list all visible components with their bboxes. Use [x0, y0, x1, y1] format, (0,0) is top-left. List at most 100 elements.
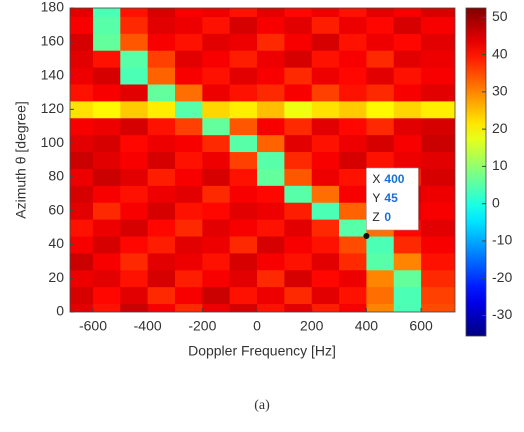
heat-cell — [147, 84, 176, 102]
heat-cell — [284, 185, 313, 203]
heat-cell — [339, 236, 367, 254]
heat-cell — [92, 100, 121, 119]
heat-cell — [311, 33, 340, 51]
heat-cell — [202, 151, 231, 169]
heat-cell — [421, 269, 455, 288]
heat-cell — [421, 84, 455, 102]
heat-cell — [311, 50, 340, 68]
heat-cell — [147, 236, 176, 254]
heat-cell — [92, 8, 121, 17]
heat-cell — [311, 286, 340, 305]
heat-cell — [175, 67, 203, 85]
heat-cell — [147, 33, 176, 51]
heat-cell — [202, 202, 231, 220]
heat-cell — [120, 303, 149, 312]
heat-cell — [120, 117, 149, 136]
heat-cell — [202, 134, 231, 153]
heat-cell — [175, 84, 203, 102]
heat-cell — [70, 219, 94, 237]
heat-cell — [70, 50, 94, 68]
heat-cell — [92, 50, 121, 68]
heat-cell — [175, 117, 203, 136]
heat-cell — [175, 151, 203, 169]
heat-cell — [339, 219, 367, 237]
x-tick-label: 600 — [409, 318, 433, 334]
heat-cell — [120, 286, 149, 305]
heat-cell — [339, 100, 367, 119]
heat-cell — [70, 286, 94, 305]
heat-cell — [257, 303, 285, 312]
heat-cell — [421, 303, 455, 312]
heat-cell — [284, 67, 313, 85]
x-tick-label: -600 — [79, 318, 107, 334]
heat-cell — [339, 303, 367, 312]
heat-cell — [120, 67, 149, 85]
datatip-value: 400 — [384, 172, 404, 186]
heat-cell — [366, 151, 395, 169]
heat-cell — [257, 8, 285, 17]
heat-cell — [120, 219, 149, 237]
heat-cell — [202, 67, 231, 85]
heat-cell — [175, 100, 203, 119]
heat-cell — [229, 202, 258, 220]
heat-cell — [229, 252, 258, 271]
heat-cell — [120, 151, 149, 169]
heat-cell — [202, 185, 231, 203]
heat-cell — [147, 202, 176, 220]
heat-cell — [229, 168, 258, 186]
heat-cell — [120, 168, 149, 186]
heat-cell — [421, 16, 455, 34]
heat-cell — [311, 151, 340, 169]
heat-cell — [147, 303, 176, 312]
heat-cell — [421, 252, 455, 271]
y-tick-label: 120 — [41, 100, 65, 116]
heat-cell — [284, 84, 313, 102]
heat-cell — [284, 219, 313, 237]
heat-cell — [393, 84, 422, 102]
heat-cell — [147, 100, 176, 119]
heat-cell — [147, 151, 176, 169]
heat-cell — [257, 100, 285, 119]
heat-cell — [257, 185, 285, 203]
heat-cell — [92, 151, 121, 169]
y-tick-label: 60 — [48, 201, 64, 217]
heat-cell — [366, 16, 395, 34]
heat-cell — [202, 100, 231, 119]
heat-cell — [70, 33, 94, 51]
heat-cell — [284, 236, 313, 254]
heat-cell — [147, 16, 176, 34]
heat-cell — [229, 67, 258, 85]
heat-cell — [339, 50, 367, 68]
heat-cell — [393, 16, 422, 34]
heat-cell — [92, 185, 121, 203]
heat-cell — [311, 252, 340, 271]
heat-cell — [147, 117, 176, 136]
heat-cell — [366, 252, 395, 271]
heat-cell — [70, 16, 94, 34]
colorbar-tick-label: 10 — [492, 157, 508, 173]
heat-cell — [257, 84, 285, 102]
heat-cell — [147, 252, 176, 271]
heat-cell — [421, 236, 455, 254]
heat-cell — [229, 151, 258, 169]
heat-cell — [229, 84, 258, 102]
heat-cell — [339, 202, 367, 220]
heat-cell — [311, 117, 340, 136]
heat-cell — [311, 202, 340, 220]
heat-cell — [284, 117, 313, 136]
heat-cell — [284, 269, 313, 288]
heat-cell — [311, 185, 340, 203]
y-tick-label: 80 — [48, 168, 64, 184]
y-tick-label: 20 — [48, 269, 64, 285]
heat-cell — [366, 286, 395, 305]
heat-cell — [120, 269, 149, 288]
heat-cell — [339, 16, 367, 34]
heat-cell — [311, 134, 340, 153]
heat-cell — [257, 117, 285, 136]
heat-cell — [92, 286, 121, 305]
heat-cell — [175, 168, 203, 186]
heat-cell — [257, 202, 285, 220]
heat-cell — [175, 303, 203, 312]
heat-cell — [175, 252, 203, 271]
heat-cell — [70, 8, 94, 17]
